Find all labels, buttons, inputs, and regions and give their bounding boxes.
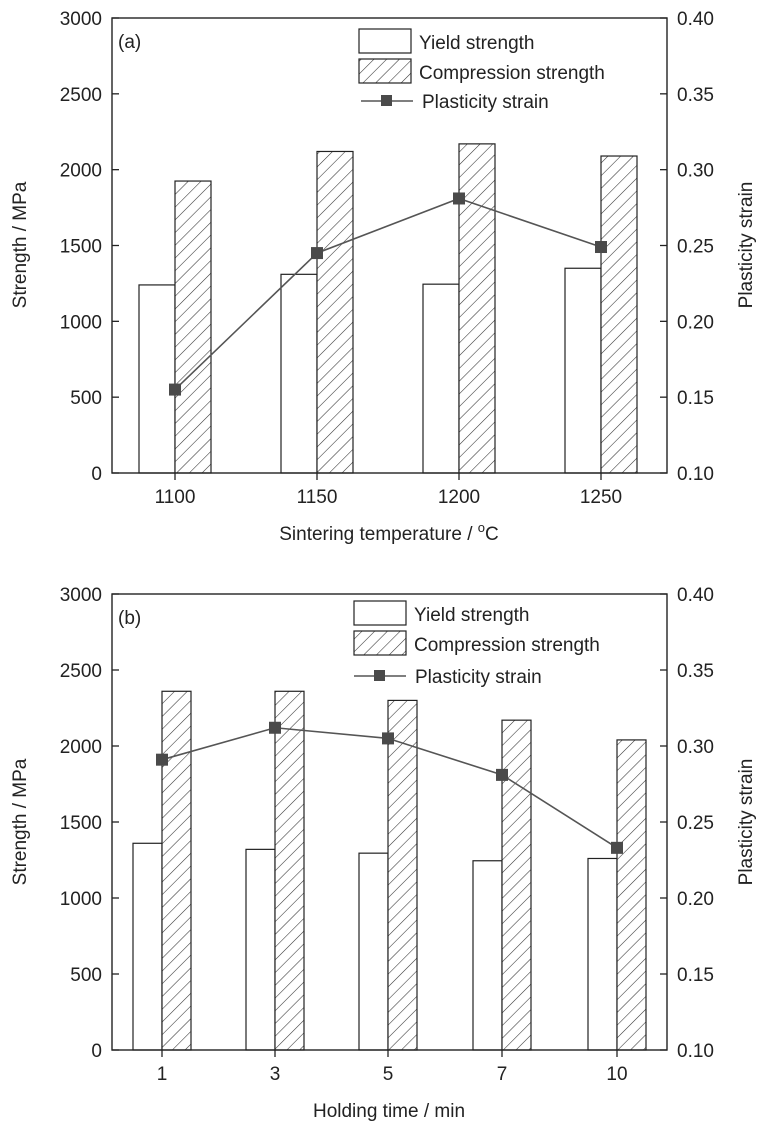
point-plasticity-strain bbox=[269, 721, 281, 734]
y2-tick-label: 0.40 bbox=[677, 585, 714, 606]
bars-layer bbox=[138, 143, 638, 474]
x-axis-ticks: 1100 1150 1200 1250 bbox=[155, 473, 622, 508]
legend-label-compression: Compression strength bbox=[419, 63, 605, 84]
point-plasticity-strain bbox=[453, 192, 465, 205]
x-tick-label: 1150 bbox=[297, 487, 338, 508]
bar-compression-strength bbox=[274, 690, 305, 1051]
legend-swatch-compression bbox=[358, 58, 412, 84]
y2-tick-label: 0.15 bbox=[677, 965, 714, 986]
bar-compression-strength bbox=[174, 180, 212, 474]
point-plasticity-strain bbox=[169, 383, 181, 396]
x-axis-ticks: 1 3 5 7 10 bbox=[157, 1050, 628, 1085]
x-tick-label: 1250 bbox=[580, 487, 622, 508]
y-axis-title: Strength / MPa bbox=[10, 758, 31, 885]
legend-label-plasticity: Plasticity strain bbox=[422, 92, 549, 113]
point-plasticity-strain bbox=[311, 247, 323, 260]
bar-yield-strength bbox=[422, 283, 460, 474]
y-tick-label: 2500 bbox=[60, 661, 102, 682]
bar-yield-strength bbox=[564, 267, 602, 474]
bar-compression-strength bbox=[316, 150, 354, 474]
y2-tick-label: 0.10 bbox=[677, 464, 714, 485]
point-plasticity-strain bbox=[382, 732, 394, 745]
x-tick-label: 1100 bbox=[155, 487, 196, 508]
y-tick-label: 1500 bbox=[60, 237, 102, 258]
panel-label: (a) bbox=[118, 32, 141, 53]
x-tick-label: 1 bbox=[157, 1064, 168, 1085]
y-tick-label: 2000 bbox=[60, 161, 102, 182]
y2-axis-title: Plasticity strain bbox=[736, 759, 757, 886]
y-tick-label: 1500 bbox=[60, 813, 102, 834]
y2-tick-label: 0.25 bbox=[677, 813, 714, 834]
bar-yield-strength bbox=[472, 860, 503, 1051]
y-tick-label: 1000 bbox=[60, 312, 102, 333]
line-layer bbox=[156, 721, 623, 854]
y-tick-label: 1000 bbox=[60, 889, 102, 910]
left-axis-ticks: 0 500 1000 1500 2000 2500 3000 bbox=[60, 9, 119, 485]
legend-label-compression: Compression strength bbox=[414, 635, 600, 656]
right-axis-ticks: 0.10 0.15 0.20 0.25 0.30 0.35 0.40 bbox=[660, 9, 714, 485]
y2-tick-label: 0.35 bbox=[677, 85, 714, 106]
legend-swatch-yield bbox=[353, 600, 407, 626]
y-tick-label: 3000 bbox=[60, 9, 102, 30]
y-tick-label: 3000 bbox=[60, 585, 102, 606]
left-axis-ticks: 0 500 1000 1500 2000 2500 3000 bbox=[60, 585, 119, 1062]
legend-label-yield: Yield strength bbox=[419, 33, 534, 54]
panel-label: (b) bbox=[118, 608, 141, 629]
x-tick-label: 1200 bbox=[438, 487, 480, 508]
y2-tick-label: 0.25 bbox=[677, 237, 714, 258]
line-layer bbox=[169, 192, 607, 396]
y2-tick-label: 0.35 bbox=[677, 661, 714, 682]
y-tick-label: 500 bbox=[70, 388, 102, 409]
legend-marker-plasticity bbox=[381, 95, 392, 106]
y-tick-label: 2000 bbox=[60, 737, 102, 758]
legend-swatch-compression bbox=[353, 630, 407, 656]
point-plasticity-strain bbox=[156, 753, 168, 766]
bar-compression-strength bbox=[616, 739, 647, 1051]
bar-yield-strength bbox=[245, 848, 276, 1051]
bars-layer bbox=[132, 690, 647, 1051]
y-tick-label: 2500 bbox=[60, 85, 102, 106]
y2-tick-label: 0.20 bbox=[677, 312, 714, 333]
bar-yield-strength bbox=[280, 273, 318, 474]
y2-axis-title: Plasticity strain bbox=[736, 182, 757, 309]
y2-tick-label: 0.10 bbox=[677, 1041, 714, 1062]
x-tick-label: 3 bbox=[270, 1064, 281, 1085]
bar-yield-strength bbox=[587, 857, 618, 1051]
y-tick-label: 0 bbox=[91, 1041, 102, 1062]
chart-panel-b: 0 500 1000 1500 2000 2500 3000 0.10 0.15 0.20 0.2… bbox=[10, 585, 757, 1122]
point-plasticity-strain bbox=[595, 241, 607, 254]
y2-tick-label: 0.15 bbox=[677, 388, 714, 409]
right-axis-ticks: 0.10 0.15 0.20 0.25 0.30 0.35 0.40 bbox=[660, 585, 714, 1062]
legend-swatch-yield bbox=[358, 28, 412, 54]
bar-compression-strength bbox=[600, 155, 638, 474]
line-plasticity-strain bbox=[174, 197, 602, 391]
y2-tick-label: 0.20 bbox=[677, 889, 714, 910]
point-plasticity-strain bbox=[496, 768, 508, 781]
y2-tick-label: 0.30 bbox=[677, 737, 714, 758]
y-axis-title: Strength / MPa bbox=[10, 181, 31, 308]
legend-label-plasticity: Plasticity strain bbox=[415, 667, 542, 688]
y-tick-label: 500 bbox=[70, 965, 102, 986]
y2-tick-label: 0.40 bbox=[677, 9, 714, 30]
bar-yield-strength bbox=[138, 284, 176, 474]
x-axis-title: Holding time / min bbox=[313, 1101, 465, 1122]
bar-yield-strength bbox=[132, 842, 163, 1051]
bar-compression-strength bbox=[161, 690, 192, 1051]
bar-compression-strength bbox=[387, 699, 418, 1051]
x-tick-label: 7 bbox=[497, 1064, 508, 1085]
legend: Yield strength Compression strength Plas… bbox=[353, 600, 600, 688]
point-plasticity-strain bbox=[611, 841, 623, 854]
legend: Yield strength Compression strength Plas… bbox=[358, 28, 605, 113]
bar-yield-strength bbox=[358, 852, 389, 1051]
x-tick-label: 10 bbox=[606, 1064, 627, 1085]
legend-label-yield: Yield strength bbox=[414, 605, 529, 626]
chart-panel-a: 0 500 1000 1500 2000 2500 3000 0.10 0.15 0.20 0.2… bbox=[10, 9, 757, 545]
legend-marker-plasticity bbox=[374, 670, 385, 681]
y2-tick-label: 0.30 bbox=[677, 161, 714, 182]
y-tick-label: 0 bbox=[91, 464, 102, 485]
x-tick-label: 5 bbox=[383, 1064, 394, 1085]
x-axis-title: Sintering temperature / oC bbox=[279, 520, 499, 545]
